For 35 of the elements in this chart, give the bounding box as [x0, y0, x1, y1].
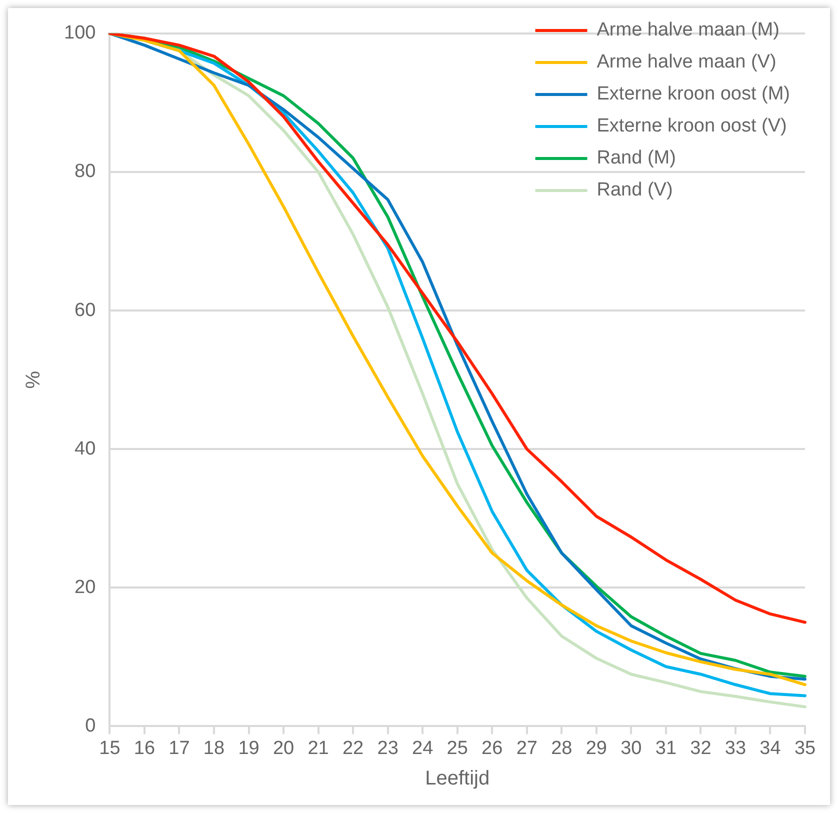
x-tick-label: 27 — [516, 738, 538, 759]
x-tick-label: 31 — [655, 738, 677, 759]
x-tick-label: 24 — [412, 738, 434, 759]
y-tick-label: 0 — [85, 715, 96, 736]
x-tick-label: 29 — [586, 738, 607, 759]
x-tick-label: 30 — [620, 738, 642, 759]
x-tick-label: 25 — [446, 738, 468, 759]
y-axis-title: % — [22, 370, 45, 389]
y-tick-label: 100 — [64, 22, 96, 44]
legend-label: Rand (M) — [596, 148, 676, 169]
x-tick-label: 26 — [482, 738, 503, 759]
legend-label: Externe kroon oost (V) — [596, 116, 787, 137]
x-tick-label: 34 — [760, 738, 782, 759]
x-tick-label: 33 — [724, 738, 746, 759]
x-axis-title: Leeftijd — [425, 768, 490, 790]
x-tick-label: 32 — [690, 738, 712, 759]
y-tick-label: 40 — [74, 438, 96, 460]
x-tick-label: 22 — [342, 738, 364, 759]
legend-label: Arme halve maan (V) — [596, 52, 776, 73]
x-tick-label: 19 — [238, 738, 260, 759]
x-tick-label: 23 — [377, 738, 398, 759]
x-tick-label: 21 — [308, 738, 329, 759]
legend-label: Arme halve maan (M) — [596, 20, 780, 41]
x-tick-label: 17 — [168, 738, 190, 759]
x-tick-label: 35 — [794, 738, 816, 759]
x-tick-label: 15 — [99, 738, 120, 759]
x-tick-label: 28 — [551, 738, 572, 759]
x-tick-label: 16 — [134, 738, 156, 759]
legend-label: Rand (V) — [596, 180, 673, 201]
x-tick-label: 18 — [203, 738, 225, 759]
y-tick-label: 60 — [74, 300, 96, 321]
y-tick-label: 80 — [74, 161, 96, 182]
legend-label: Externe kroon oost (M) — [596, 84, 790, 105]
y-tick-label: 20 — [74, 576, 96, 598]
x-tick-label: 20 — [272, 738, 294, 759]
